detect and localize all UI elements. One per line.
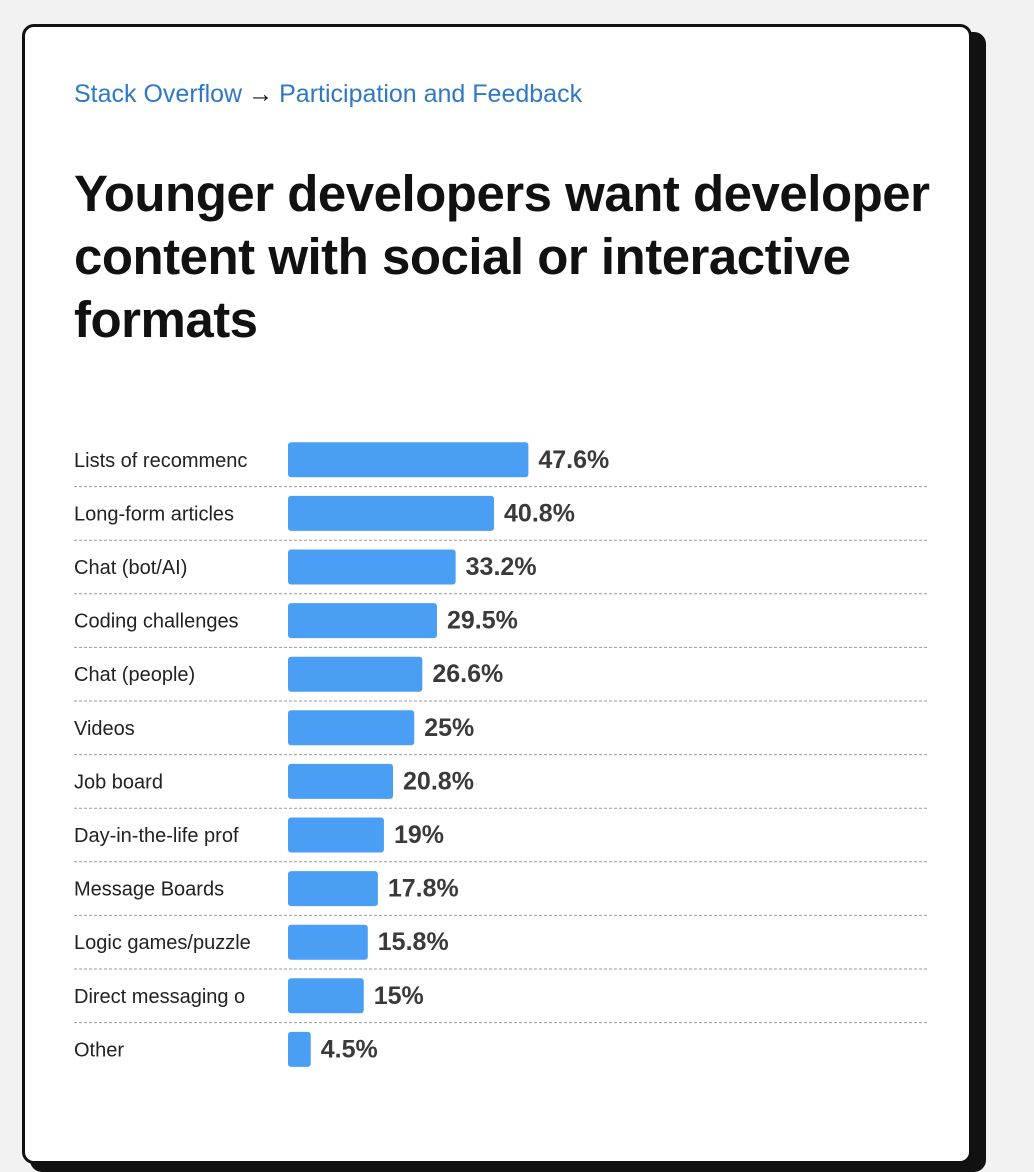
bar[interactable] xyxy=(288,871,378,907)
value-label: 19% xyxy=(394,821,444,849)
value-label: 47.6% xyxy=(538,446,609,474)
category-label: Logic games/puzzle xyxy=(74,932,251,954)
category-label: Day-in-the-life prof xyxy=(74,825,239,847)
bar[interactable] xyxy=(288,710,415,746)
breadcrumb-current-link[interactable]: Participation and Feedback xyxy=(279,80,583,108)
bar[interactable] xyxy=(288,549,456,585)
value-label: 15% xyxy=(374,982,424,1010)
value-label: 29.5% xyxy=(447,607,518,635)
breadcrumb: Stack Overflow → Participation and Feedbac… xyxy=(74,80,582,109)
category-label: Coding challenges xyxy=(74,611,239,633)
category-label: Videos xyxy=(74,718,135,740)
value-label: 20.8% xyxy=(403,767,474,795)
value-label: 17.8% xyxy=(388,875,459,903)
category-label: Long-form articles xyxy=(74,503,234,525)
bar[interactable] xyxy=(288,656,423,692)
bar[interactable] xyxy=(288,978,364,1014)
breadcrumb-arrow-icon: → xyxy=(248,80,274,108)
value-label: 40.8% xyxy=(504,499,575,527)
value-label: 15.8% xyxy=(378,928,449,956)
bar[interactable] xyxy=(288,817,384,853)
page-title: Younger developers want developer conten… xyxy=(74,165,930,348)
bar[interactable] xyxy=(288,924,368,960)
category-label: Lists of recommenc xyxy=(74,450,247,472)
bar-chart: Lists of recommenc 47.6% Long-form article… xyxy=(74,442,928,1067)
category-label: Job board xyxy=(74,771,163,793)
category-label: Direct messaging o xyxy=(74,986,245,1008)
category-label: Message Boards xyxy=(74,879,224,901)
bar[interactable] xyxy=(288,603,437,639)
value-label: 33.2% xyxy=(466,553,537,581)
value-label: 4.5% xyxy=(321,1035,378,1063)
bar[interactable] xyxy=(288,442,529,478)
bar[interactable] xyxy=(288,763,394,799)
bar[interactable] xyxy=(288,1031,311,1067)
category-label: Other xyxy=(74,1039,124,1061)
category-label: Chat (people) xyxy=(74,664,195,686)
value-label: 25% xyxy=(424,714,474,742)
bar[interactable] xyxy=(288,495,495,531)
value-label: 26.6% xyxy=(432,660,503,688)
category-label: Chat (bot/AI) xyxy=(74,557,187,579)
breadcrumb-parent-link[interactable]: Stack Overflow xyxy=(74,80,243,108)
